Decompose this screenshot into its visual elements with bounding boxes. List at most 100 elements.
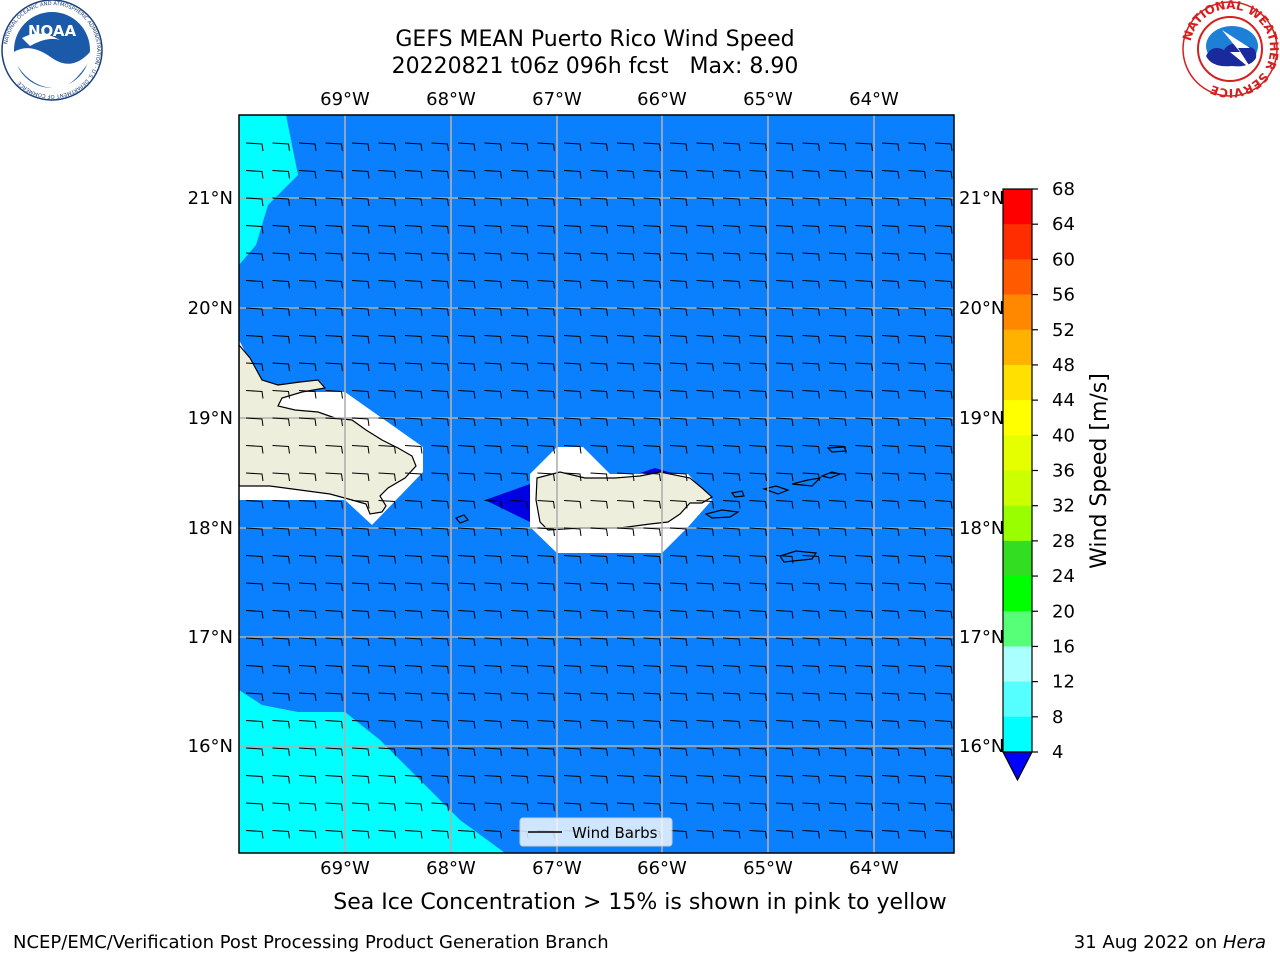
wind-barb bbox=[510, 170, 529, 179]
colorbar-segment bbox=[1003, 646, 1032, 683]
wind-barb bbox=[616, 500, 635, 509]
wind-barb bbox=[510, 142, 529, 152]
wind-barb bbox=[669, 830, 688, 839]
wind-barb bbox=[828, 802, 847, 812]
wind-barb bbox=[643, 500, 661, 509]
wind-barb bbox=[510, 610, 529, 619]
wind-barb bbox=[378, 170, 396, 179]
colorbar-tick-label: 32 bbox=[1052, 496, 1075, 517]
wind-barb bbox=[749, 665, 767, 674]
wind-barb bbox=[431, 225, 449, 234]
wind-barb bbox=[616, 252, 635, 262]
wind-barb bbox=[616, 417, 635, 427]
nws-logo: NATIONAL WEATHER SERVICE bbox=[1180, 0, 1280, 100]
wind-barb bbox=[245, 527, 264, 537]
wind-barb bbox=[722, 500, 741, 509]
wind-barb bbox=[272, 280, 290, 289]
wind-barb bbox=[616, 527, 635, 537]
wind-barb bbox=[272, 362, 290, 372]
wind-barb bbox=[404, 500, 423, 509]
colorbar-tick-label: 48 bbox=[1052, 355, 1075, 376]
wind-barb bbox=[855, 637, 873, 647]
wind-barb bbox=[775, 582, 794, 592]
wind-barb bbox=[272, 335, 290, 344]
wind-barb bbox=[272, 775, 290, 784]
map-frame bbox=[238, 114, 955, 854]
wind-barb bbox=[298, 720, 317, 729]
wind-barb bbox=[245, 500, 264, 509]
wind-barb bbox=[325, 142, 343, 152]
wind-barb bbox=[855, 142, 873, 152]
wind-barb bbox=[855, 610, 873, 619]
wind-barb bbox=[351, 445, 370, 454]
wind-barb bbox=[484, 665, 502, 674]
wind-barb bbox=[749, 280, 767, 289]
wind-barb bbox=[537, 445, 555, 454]
wind-barb bbox=[722, 692, 741, 702]
wind-barb bbox=[272, 582, 290, 592]
wind-barb bbox=[855, 307, 873, 317]
wind-barb bbox=[775, 775, 794, 784]
wind-barb bbox=[643, 775, 661, 784]
wind-barb bbox=[749, 527, 767, 537]
wind-barb bbox=[775, 747, 794, 757]
wind-barb bbox=[563, 747, 582, 757]
wind-barb bbox=[855, 720, 873, 729]
wind-barb bbox=[829, 858, 846, 866]
wind-barb bbox=[272, 500, 290, 509]
wind-barb bbox=[325, 280, 343, 289]
wind-barb bbox=[351, 390, 370, 399]
wind-barb bbox=[457, 775, 476, 784]
colorbar-tick-label: 36 bbox=[1052, 461, 1075, 482]
colorbar-segment bbox=[1003, 576, 1032, 612]
wind-barb bbox=[245, 445, 264, 454]
wind-barb bbox=[563, 362, 582, 372]
wind-barb bbox=[669, 362, 688, 372]
wind-barb bbox=[484, 692, 502, 702]
wind-barb bbox=[590, 775, 608, 784]
wind-barb bbox=[881, 527, 900, 537]
wind-barb bbox=[378, 555, 396, 564]
wind-barb bbox=[669, 665, 688, 674]
wind-barb bbox=[378, 390, 396, 399]
wind-barb bbox=[404, 830, 423, 839]
wind-barb bbox=[775, 472, 794, 482]
wind-barb bbox=[563, 390, 582, 399]
wind-barb bbox=[749, 252, 767, 262]
colorbar-segment bbox=[1003, 716, 1032, 753]
wind-barb bbox=[431, 252, 449, 262]
wind-barb bbox=[722, 472, 741, 482]
wind-barb bbox=[881, 280, 900, 289]
wind-barb bbox=[590, 555, 608, 564]
wind-barb bbox=[722, 197, 741, 207]
wind-barb bbox=[510, 500, 529, 509]
wind-barb bbox=[934, 472, 953, 482]
wind-barb bbox=[325, 170, 343, 179]
colorbar-segment bbox=[1003, 294, 1032, 331]
wind-barb bbox=[351, 280, 370, 289]
wind-barb bbox=[245, 775, 264, 784]
colorbar-tick-label: 12 bbox=[1052, 672, 1075, 693]
wind-barb bbox=[749, 500, 767, 509]
wind-barb bbox=[855, 692, 873, 702]
wind-barb bbox=[749, 307, 767, 317]
wind-barb bbox=[351, 527, 370, 537]
wind-barb bbox=[802, 802, 820, 812]
wind-barb bbox=[404, 170, 423, 179]
wind-barb bbox=[802, 280, 820, 289]
wind-barb bbox=[510, 335, 529, 344]
wind-barb bbox=[590, 362, 608, 372]
wind-barb bbox=[351, 362, 370, 372]
wind-barb bbox=[245, 555, 264, 564]
wind-barb bbox=[616, 280, 635, 289]
wind-barb bbox=[431, 335, 449, 344]
wind-barb bbox=[696, 362, 714, 372]
wind-barb bbox=[722, 555, 741, 564]
wind-barb bbox=[908, 610, 926, 619]
lat-label-right: 21°N bbox=[959, 188, 1004, 209]
wind-barb bbox=[696, 527, 714, 537]
wind-barb bbox=[775, 527, 794, 537]
wind-barb bbox=[908, 500, 926, 509]
wind-barb bbox=[749, 225, 767, 234]
wind-barb bbox=[298, 417, 317, 427]
